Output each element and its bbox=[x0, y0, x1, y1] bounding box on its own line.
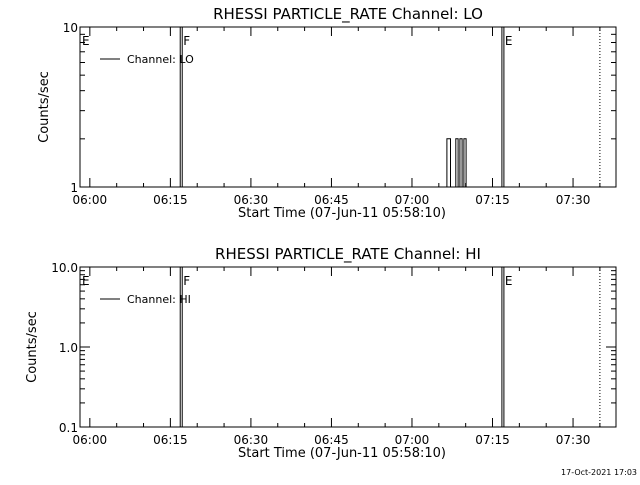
plot-frame bbox=[79, 266, 617, 428]
x-tick-label: 07:30 bbox=[556, 193, 591, 207]
x-tick-label: 06:45 bbox=[314, 193, 349, 207]
x-tick-label: 07:00 bbox=[395, 193, 430, 207]
x-axis-label: Start Time (07-Jun-11 05:58:10) bbox=[238, 446, 446, 461]
x-tick-label: 07:15 bbox=[475, 193, 510, 207]
chart-title: RHESSI PARTICLE_RATE Channel: LO bbox=[213, 5, 483, 24]
legend-label: Channel: HI bbox=[127, 293, 191, 306]
y-tick-label: 10.0 bbox=[51, 261, 78, 275]
y-axis-label: Counts/sec bbox=[37, 71, 52, 143]
x-tick-label: 07:15 bbox=[475, 433, 510, 447]
chart-panel-hi: RHESSI PARTICLE_RATE Channel: HI 0.1 1.0 10… bbox=[25, 245, 617, 461]
y-axis-label: Counts/sec bbox=[25, 311, 40, 383]
x-tick-label: 06:00 bbox=[73, 433, 108, 447]
chart-panel-lo: RHESSI PARTICLE_RATE Channel: LO 1 10 06:00… bbox=[37, 5, 617, 221]
y-tick-label: 1.0 bbox=[59, 341, 78, 355]
y-tick-label: 0.1 bbox=[59, 421, 78, 435]
x-tick-label: 06:30 bbox=[234, 433, 269, 447]
event-marker-label: E bbox=[505, 274, 513, 288]
y-tick-label: 10 bbox=[63, 21, 78, 35]
plot-frame bbox=[79, 26, 617, 188]
x-tick-label: 07:00 bbox=[395, 433, 430, 447]
chart-title: RHESSI PARTICLE_RATE Channel: HI bbox=[215, 245, 481, 264]
x-tick-label: 06:15 bbox=[153, 433, 188, 447]
event-marker-label: F bbox=[183, 274, 190, 288]
x-tick-label: 07:30 bbox=[556, 433, 591, 447]
x-tick-label: 06:45 bbox=[314, 433, 349, 447]
y-tick-label: 1 bbox=[70, 181, 78, 195]
event-marker-label: E bbox=[505, 34, 513, 48]
event-marker-label: E bbox=[82, 274, 90, 288]
legend-label: Channel: LO bbox=[127, 53, 194, 66]
x-tick-label: 06:30 bbox=[234, 193, 269, 207]
event-marker-label: E bbox=[82, 34, 90, 48]
x-tick-label: 06:00 bbox=[73, 193, 108, 207]
x-axis-label: Start Time (07-Jun-11 05:58:10) bbox=[238, 206, 446, 221]
x-tick-label: 06:15 bbox=[153, 193, 188, 207]
timestamp-label: 17-Oct-2021 17:03 bbox=[561, 468, 637, 477]
event-marker-label: F bbox=[183, 34, 190, 48]
series-line bbox=[446, 138, 467, 188]
